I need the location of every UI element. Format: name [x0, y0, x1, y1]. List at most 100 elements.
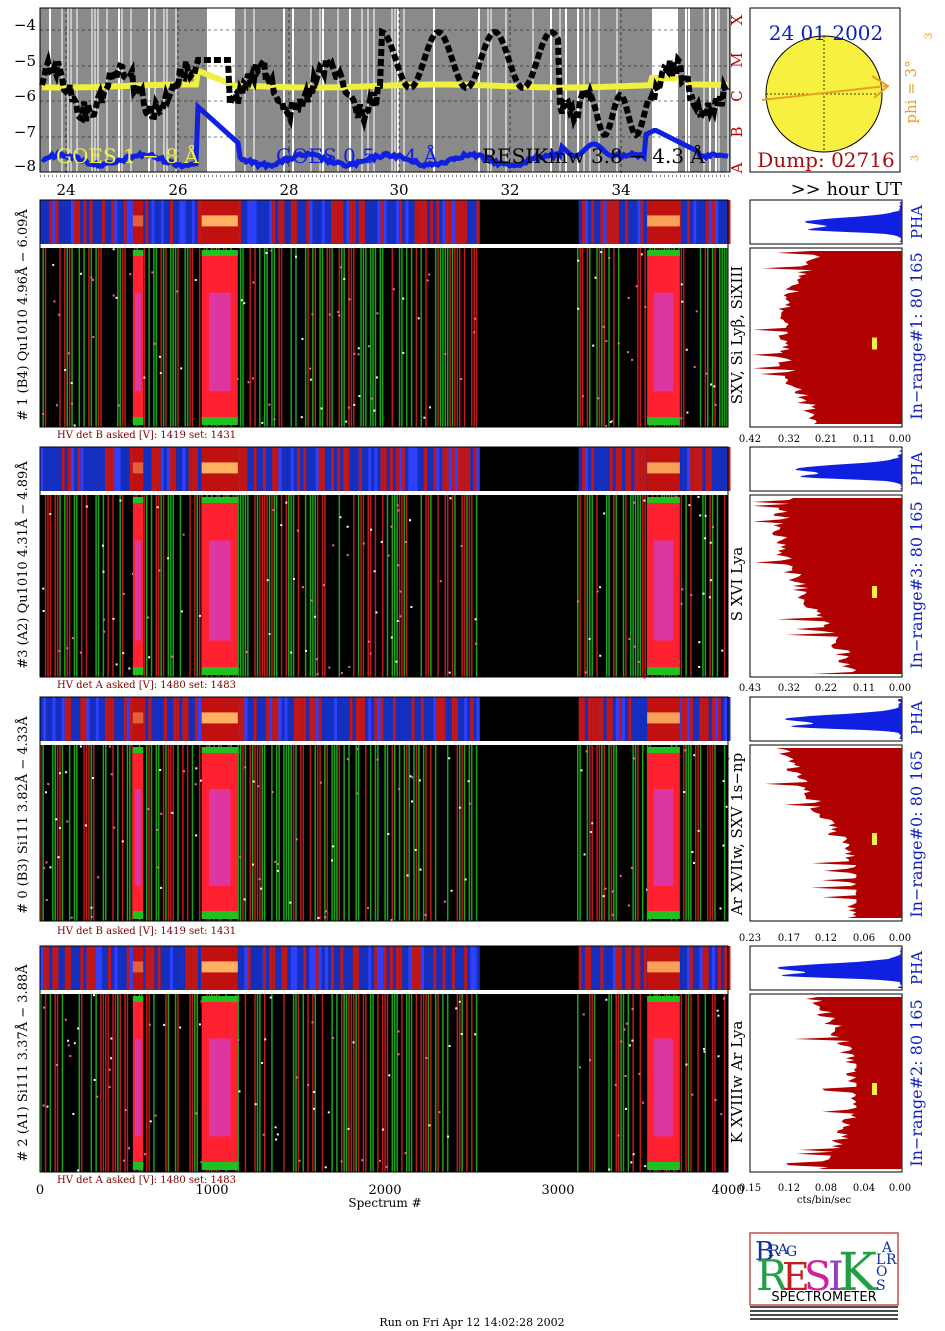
spectrum-dot	[631, 1039, 634, 1042]
flare-core	[134, 1038, 142, 1137]
pha-band	[318, 447, 322, 491]
spectrum-line	[76, 495, 78, 677]
pha-band	[67, 200, 72, 244]
spectrum-dot	[357, 353, 360, 356]
spectrum-tick: 2000	[368, 1183, 401, 1198]
pha-band	[457, 697, 462, 741]
spectrum-dot	[425, 1057, 428, 1060]
pha-flare-core	[201, 961, 238, 973]
pha-flare-core	[132, 712, 144, 724]
pha-band	[718, 447, 722, 491]
spectrum-line	[292, 495, 295, 677]
pha-profile	[804, 202, 902, 242]
spectrum-dot	[716, 1009, 719, 1012]
pha-band	[643, 200, 647, 244]
spectrum-dot	[611, 420, 614, 423]
spectrum-dot	[101, 544, 104, 547]
spectrum-line	[242, 248, 244, 427]
spectrum-line	[374, 745, 377, 921]
pha-band	[293, 200, 298, 244]
spectrum-line	[100, 248, 102, 427]
pha-band	[640, 946, 644, 990]
goes-stripe	[703, 8, 705, 172]
pha-band	[327, 697, 332, 741]
spectrum-line	[254, 495, 256, 677]
spectrum-line	[174, 994, 177, 1172]
spectrum-dot	[362, 542, 365, 545]
spectrum-line	[369, 994, 372, 1172]
spectrum-dot	[367, 345, 370, 348]
flare-edge	[201, 1162, 238, 1170]
pha-band	[581, 200, 585, 244]
pha-band	[145, 200, 149, 244]
spectrum-dot	[711, 525, 714, 528]
spectrum-dot	[361, 1159, 364, 1162]
pha-band	[114, 447, 118, 491]
spectrum-line	[591, 495, 593, 677]
spectrum-line	[165, 745, 167, 921]
spectrum-line	[95, 994, 97, 1172]
pha-band	[727, 447, 731, 491]
logo-title: SPECTROMETER	[771, 1290, 876, 1305]
pha-band	[250, 447, 254, 491]
pha-band	[262, 946, 267, 990]
spectrum-dot	[438, 1111, 441, 1114]
profile-tick: 0.42	[739, 434, 761, 445]
spectrum-dot	[691, 850, 694, 853]
profile-ticks: 0.42 0.32 0.21 0.11 0.00 0.43 0.32 0.22 …	[739, 434, 911, 1206]
spectrum-line	[49, 495, 52, 677]
goes-stripe	[505, 8, 507, 172]
spectrum-dot	[159, 768, 162, 771]
spectrum-line	[629, 495, 632, 677]
profile-tick: 0.32	[778, 434, 800, 445]
spectrum-line	[682, 248, 685, 427]
pha-band	[724, 946, 728, 990]
pha-band	[98, 200, 103, 244]
pha-band	[402, 946, 406, 990]
spectrum-dot	[695, 310, 698, 313]
flare-core	[134, 789, 142, 886]
pha-band	[386, 946, 390, 990]
spectrum-dot	[624, 1107, 627, 1110]
spectrum-line	[632, 994, 634, 1172]
spectrum-line	[177, 994, 179, 1172]
spectrum-line	[124, 248, 126, 427]
spectrum-line	[420, 994, 422, 1172]
spectrum-line	[355, 994, 357, 1172]
spectrum-dot	[42, 587, 45, 590]
pha-band	[591, 946, 595, 990]
spectrum-line	[177, 248, 179, 427]
goes-stripe	[718, 8, 720, 172]
pha-band	[411, 200, 415, 244]
spectrum-line	[56, 994, 59, 1172]
pha-band	[111, 946, 115, 990]
spectrum-line	[576, 745, 579, 921]
spectrum-dot	[722, 844, 725, 847]
pha-band	[396, 200, 400, 244]
profile-tick: 0.00	[889, 683, 911, 694]
logo-letter: A	[881, 1240, 893, 1256]
pha-band	[448, 697, 452, 741]
spectrum-dot	[448, 671, 451, 674]
pha-band	[634, 447, 638, 491]
goes-short-curve	[40, 101, 729, 171]
spectrum-line	[85, 745, 88, 921]
pha-band	[618, 447, 623, 491]
pha-band	[690, 447, 694, 491]
pha-band	[392, 946, 397, 990]
pha-band	[154, 447, 158, 491]
pha-band	[77, 946, 81, 990]
pha-band	[194, 447, 198, 491]
spectrum-line	[244, 745, 247, 921]
spectrum-line	[105, 994, 107, 1172]
spectrum-dot	[347, 406, 350, 409]
pha-band	[714, 447, 719, 491]
pha-flare-core	[132, 961, 144, 973]
pha-flare-core	[201, 462, 238, 474]
panel-ylabel-A1: # 2 (A1) Si111 3.37Å − 3.88Å	[15, 964, 31, 1162]
spectrum-dot	[399, 590, 402, 593]
pha-band	[383, 946, 387, 990]
spectrum-dot	[194, 783, 197, 786]
pha-flare-core	[201, 215, 238, 227]
spectrum-dot	[149, 1120, 152, 1123]
